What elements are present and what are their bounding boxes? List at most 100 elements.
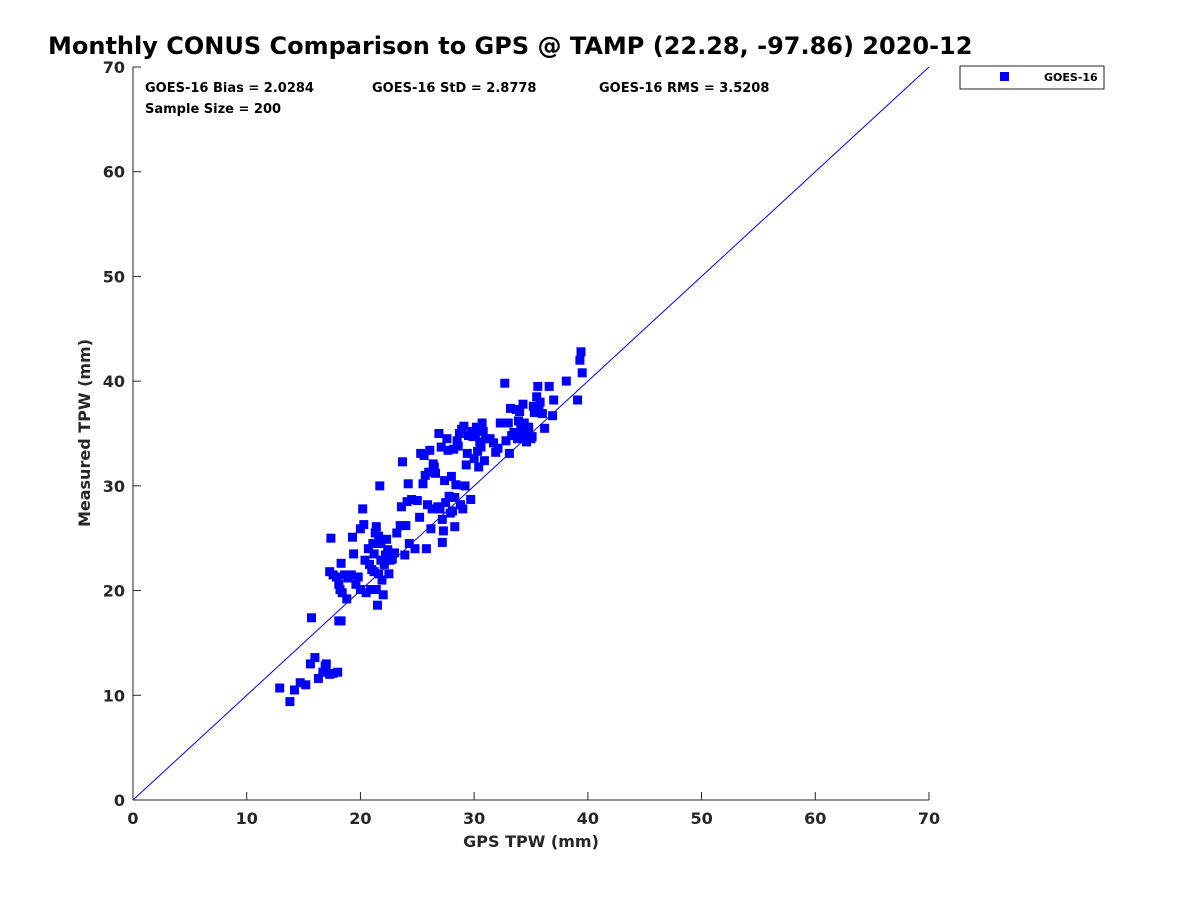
data-point bbox=[404, 539, 414, 548]
data-point bbox=[524, 422, 534, 432]
data-point bbox=[361, 588, 371, 598]
data-point bbox=[307, 613, 316, 623]
data-point bbox=[275, 683, 285, 693]
data-point bbox=[382, 534, 392, 544]
data-point bbox=[358, 504, 368, 514]
data-point bbox=[448, 506, 457, 516]
data-point bbox=[369, 549, 379, 559]
data-point bbox=[561, 376, 571, 386]
legend: GOES-16 bbox=[959, 65, 1105, 90]
data-point bbox=[450, 492, 460, 502]
data-point bbox=[518, 399, 528, 409]
data-point bbox=[351, 579, 361, 589]
data-point bbox=[376, 539, 386, 548]
data-point bbox=[459, 421, 469, 431]
data-point bbox=[576, 347, 586, 357]
data-point bbox=[371, 522, 381, 532]
data-point bbox=[435, 504, 445, 514]
data-point bbox=[438, 526, 448, 536]
data-point bbox=[412, 496, 422, 505]
data-point bbox=[548, 411, 558, 421]
data-point bbox=[431, 468, 440, 478]
x-axis-ticks: 0 10 20 30 40 50 60 70 bbox=[127, 792, 940, 828]
data-point bbox=[527, 432, 537, 442]
data-point bbox=[366, 585, 376, 594]
chart-title: Monthly CONUS Comparison to GPS @ TAMP (… bbox=[48, 32, 972, 60]
data-point bbox=[481, 434, 490, 444]
y-tick-label: 70 bbox=[103, 58, 125, 77]
data-point bbox=[509, 428, 519, 437]
data-point bbox=[346, 570, 356, 580]
data-point bbox=[514, 416, 523, 426]
data-point bbox=[462, 448, 472, 458]
data-point bbox=[380, 550, 390, 560]
data-point bbox=[450, 522, 460, 532]
legend-box bbox=[959, 65, 1105, 90]
data-point bbox=[500, 378, 510, 388]
data-point bbox=[375, 481, 385, 491]
y-tick-label: 10 bbox=[103, 686, 125, 705]
data-point bbox=[529, 408, 539, 418]
data-point bbox=[415, 512, 425, 522]
y-tick-label: 0 bbox=[114, 791, 125, 810]
x-tick-label: 20 bbox=[349, 809, 371, 828]
data-point bbox=[395, 521, 405, 531]
data-point bbox=[427, 504, 437, 514]
x-tick-label: 30 bbox=[463, 809, 485, 828]
stat-rms: GOES-16 RMS = 3.5208 bbox=[599, 81, 769, 96]
data-point bbox=[479, 456, 489, 466]
data-point bbox=[336, 558, 346, 568]
data-point bbox=[285, 697, 295, 707]
data-point bbox=[515, 407, 525, 416]
data-point bbox=[434, 429, 444, 438]
data-point bbox=[495, 418, 505, 428]
data-point bbox=[396, 502, 406, 512]
data-point bbox=[310, 653, 320, 663]
data-point bbox=[390, 548, 399, 558]
data-point bbox=[336, 616, 346, 626]
y-tick-label: 60 bbox=[103, 163, 125, 182]
data-point bbox=[458, 504, 468, 514]
data-point bbox=[470, 429, 480, 438]
data-point bbox=[374, 531, 384, 541]
data-point bbox=[469, 454, 479, 464]
data-point bbox=[290, 685, 299, 695]
data-point bbox=[421, 544, 431, 554]
data-point bbox=[363, 544, 373, 554]
data-point bbox=[383, 545, 393, 555]
data-point bbox=[442, 434, 452, 444]
data-point bbox=[368, 539, 378, 548]
data-point bbox=[461, 460, 471, 470]
data-point bbox=[400, 550, 410, 560]
data-point bbox=[532, 392, 542, 402]
data-points bbox=[275, 347, 587, 707]
x-tick-label: 0 bbox=[127, 809, 138, 828]
data-point bbox=[301, 680, 311, 690]
data-point bbox=[504, 448, 514, 458]
data-point bbox=[384, 569, 394, 579]
data-point bbox=[379, 559, 389, 569]
stat-sample-size: Sample Size = 200 bbox=[145, 102, 281, 117]
data-point bbox=[537, 409, 547, 419]
data-point bbox=[503, 418, 513, 428]
data-point bbox=[453, 441, 463, 451]
stat-bias: GOES-16 Bias = 2.0284 bbox=[145, 81, 314, 96]
data-point bbox=[378, 590, 388, 600]
plot-area: 0 10 20 30 40 50 60 70 0 10 20 30 40 50 60 70 bbox=[103, 58, 940, 828]
data-point bbox=[305, 659, 315, 669]
data-point bbox=[365, 559, 374, 569]
data-point bbox=[577, 368, 587, 378]
data-point bbox=[437, 537, 447, 547]
data-point bbox=[313, 674, 323, 683]
data-point bbox=[443, 445, 453, 455]
y-axis-label: Measured TPW (mm) bbox=[75, 339, 94, 527]
data-point bbox=[353, 572, 363, 582]
data-point bbox=[348, 532, 357, 542]
data-point bbox=[452, 436, 462, 446]
data-point bbox=[533, 381, 543, 391]
data-point bbox=[349, 549, 359, 559]
x-tick-label: 40 bbox=[577, 809, 599, 828]
data-point bbox=[441, 498, 451, 508]
data-point bbox=[374, 569, 384, 579]
